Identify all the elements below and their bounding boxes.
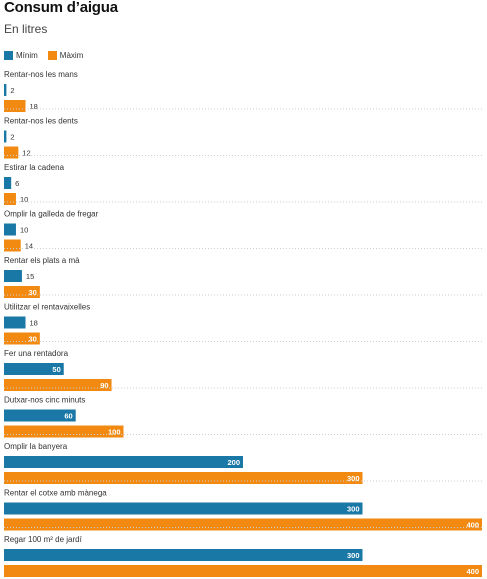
chart-subtitle: En litres: [4, 22, 48, 36]
bar-min: [4, 270, 22, 282]
data-label-max: 30: [29, 288, 37, 297]
category-label: Estirar la cadena: [4, 163, 65, 172]
data-label-max: 400: [466, 567, 479, 576]
bar-min: [4, 177, 12, 189]
data-label-min: 6: [15, 179, 19, 188]
data-label-max: 300: [347, 474, 360, 483]
data-label-max: 90: [100, 381, 108, 390]
data-label-min: 60: [64, 412, 72, 421]
category-label: Regar 100 m² de jardí: [4, 535, 83, 544]
bar-max: [4, 425, 124, 438]
data-label-min: 300: [347, 505, 360, 514]
data-label-min: 200: [227, 458, 240, 467]
bar-max: [4, 239, 21, 252]
chart-title: Consum d’aigua: [4, 0, 118, 16]
legend-swatch-max: [47, 51, 57, 60]
data-label-min: 50: [52, 365, 60, 374]
data-label-max: 30: [29, 335, 37, 344]
category-label: Utilitzar el rentavaixelles: [4, 303, 90, 312]
data-label-min: 18: [30, 319, 38, 328]
bar-min: [4, 549, 363, 561]
bar-max: [4, 146, 19, 159]
category-label: Omplir la galleda de fregar: [4, 210, 99, 219]
bar-max: [4, 518, 482, 531]
bar-max: [4, 379, 112, 391]
data-label-min: 10: [20, 226, 28, 235]
data-label-min: 2: [10, 86, 14, 95]
legend-item-max: Màxim: [47, 51, 84, 60]
legend: Mínim Màxim: [4, 51, 93, 60]
bar-max: [4, 286, 40, 298]
data-label-max: 18: [30, 102, 38, 111]
data-label-min: 300: [347, 551, 360, 560]
data-label-max: 100: [108, 428, 121, 437]
bar-min: [4, 223, 16, 236]
legend-swatch-min: [4, 51, 13, 60]
bar-min: [4, 130, 7, 143]
category-label: Rentar-nos les mans: [4, 70, 78, 79]
data-label-max: 400: [466, 521, 479, 530]
bar-min: [4, 409, 76, 422]
bar-min: [4, 502, 363, 515]
bar-max: [4, 100, 26, 112]
bar-max: [4, 332, 40, 345]
bar-max: [4, 472, 363, 484]
legend-label-min: Mínim: [16, 51, 38, 60]
category-label: Dutxar-nos cinc minuts: [4, 396, 85, 405]
legend-item-min: Mínim: [4, 51, 38, 60]
data-label-min: 15: [26, 272, 34, 281]
bar-min: [4, 316, 26, 329]
category-label: Rentar els plats a mà: [4, 256, 80, 265]
data-label-max: 14: [25, 242, 33, 251]
category-label: Rentar el cotxe amb mànega: [4, 489, 107, 498]
bar-max: [4, 565, 482, 577]
data-label-max: 12: [22, 149, 30, 158]
bar-max: [4, 193, 16, 205]
bar-min: [4, 363, 64, 375]
bar-min: [4, 84, 7, 96]
legend-label-max: Màxim: [59, 51, 84, 60]
category-label: Rentar-nos les dents: [4, 117, 78, 126]
bar-min: [4, 456, 243, 468]
data-label-min: 2: [10, 133, 14, 142]
category-label: Omplir la banyera: [4, 442, 68, 451]
bar-chart: Rentar-nos les mans 2 18 Rentar-nos les den…: [4, 70, 482, 577]
data-label-max: 10: [20, 195, 28, 204]
category-label: Fer una rentadora: [4, 349, 69, 358]
